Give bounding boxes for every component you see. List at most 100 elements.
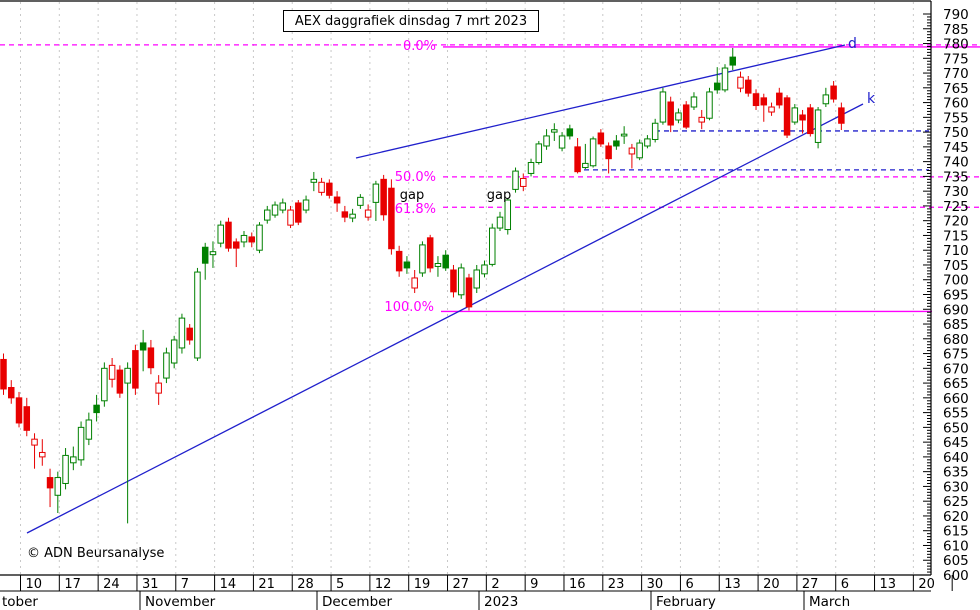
candle-body <box>232 241 240 249</box>
candle-body <box>419 244 426 274</box>
y-tick-label: 620 <box>943 509 969 525</box>
week-label: 27 <box>802 577 819 592</box>
candle-body <box>791 107 799 123</box>
candle-body <box>85 419 93 440</box>
trendline-d <box>355 44 846 159</box>
candle-body <box>675 112 682 121</box>
candle-body <box>217 224 224 244</box>
month-label: February <box>656 594 716 610</box>
y-tick-label: 635 <box>943 465 969 481</box>
candle-body <box>256 224 263 251</box>
y-tick-label: 790 <box>943 7 969 23</box>
candle-body <box>512 170 519 190</box>
y-tick-label: 630 <box>943 479 969 495</box>
candle-body <box>504 199 512 231</box>
candle-body <box>822 94 830 105</box>
candle-body <box>768 106 775 113</box>
candle-body <box>0 358 7 390</box>
candle-body <box>101 367 108 402</box>
y-tick-label: 625 <box>943 494 969 510</box>
week-label: 5 <box>336 577 344 592</box>
month-label: December <box>322 594 392 610</box>
week-label: 23 <box>608 577 625 592</box>
candle-body <box>264 209 271 221</box>
week-label: 6 <box>841 577 849 592</box>
candle-body <box>426 237 434 269</box>
candle-body <box>597 132 605 145</box>
week-label: 20 <box>918 577 935 592</box>
trendline-label-d: d <box>848 36 857 52</box>
candle-body <box>481 264 488 275</box>
candle-body <box>287 209 294 226</box>
candle-body <box>527 162 535 174</box>
candle-body <box>830 85 837 100</box>
candle-body <box>473 269 480 289</box>
candle-body <box>520 177 527 187</box>
candle-body <box>745 79 752 94</box>
candle-body <box>465 277 473 308</box>
y-tick-label: 605 <box>943 553 969 569</box>
candle-body <box>341 211 349 218</box>
candle-body <box>574 146 581 173</box>
candle-body <box>489 227 496 265</box>
y-tick-label: 730 <box>943 184 969 200</box>
y-tick-label: 615 <box>943 524 969 540</box>
candle-body <box>457 267 465 296</box>
candle-body <box>496 216 504 229</box>
week-label: 12 <box>375 577 392 592</box>
fib-label: 100.0% <box>384 300 434 315</box>
candle-body <box>752 93 760 107</box>
y-tick-label: 685 <box>943 317 969 333</box>
fib-label: 0.0% <box>403 39 436 54</box>
week-label: 10 <box>26 577 43 592</box>
candle-body <box>271 204 279 216</box>
week-label: 30 <box>647 577 664 592</box>
candle-body <box>706 91 713 119</box>
candle-body <box>434 262 442 267</box>
candle-body <box>388 187 395 250</box>
week-label: 16 <box>569 577 586 592</box>
y-tick-label: 640 <box>943 450 969 466</box>
candle-body <box>357 196 364 206</box>
candle-body <box>403 261 411 269</box>
y-tick-label: 785 <box>943 22 969 38</box>
week-label: 20 <box>763 577 780 592</box>
y-tick-label: 745 <box>943 140 969 156</box>
candle-body <box>667 101 674 126</box>
week-label: 17 <box>64 577 81 592</box>
candle-body <box>178 317 186 349</box>
candle-body <box>8 387 15 399</box>
candle-body <box>31 438 38 446</box>
y-tick-label: 765 <box>943 81 969 97</box>
candle-body <box>201 246 209 264</box>
candle-body <box>620 133 628 137</box>
y-tick-label: 610 <box>943 538 969 554</box>
candle-body <box>333 196 341 204</box>
candle-body <box>372 183 380 203</box>
candle-body <box>380 178 387 216</box>
candle-body <box>628 147 636 155</box>
candle-body <box>194 271 201 359</box>
candle-body <box>326 182 333 196</box>
y-tick-label: 695 <box>943 288 969 304</box>
y-tick-label: 600 <box>943 568 969 584</box>
candle-body <box>15 397 23 424</box>
week-label: 9 <box>530 577 538 592</box>
candle-body <box>807 107 814 135</box>
candle-body <box>93 404 100 414</box>
candle-body <box>543 135 550 147</box>
candle-body <box>636 142 643 159</box>
candle-body <box>23 406 31 431</box>
candle-body <box>713 82 721 91</box>
fib-label: 50.0% <box>395 170 436 185</box>
y-tick-label: 740 <box>943 155 969 171</box>
candle-body <box>163 352 170 379</box>
y-tick-label: 780 <box>943 37 969 53</box>
candle-body <box>279 202 287 211</box>
candle-body <box>651 122 659 140</box>
week-label: 21 <box>258 577 275 592</box>
y-tick-label: 675 <box>943 347 969 363</box>
trendline-label-k: k <box>867 91 876 107</box>
candle-body <box>209 251 217 256</box>
